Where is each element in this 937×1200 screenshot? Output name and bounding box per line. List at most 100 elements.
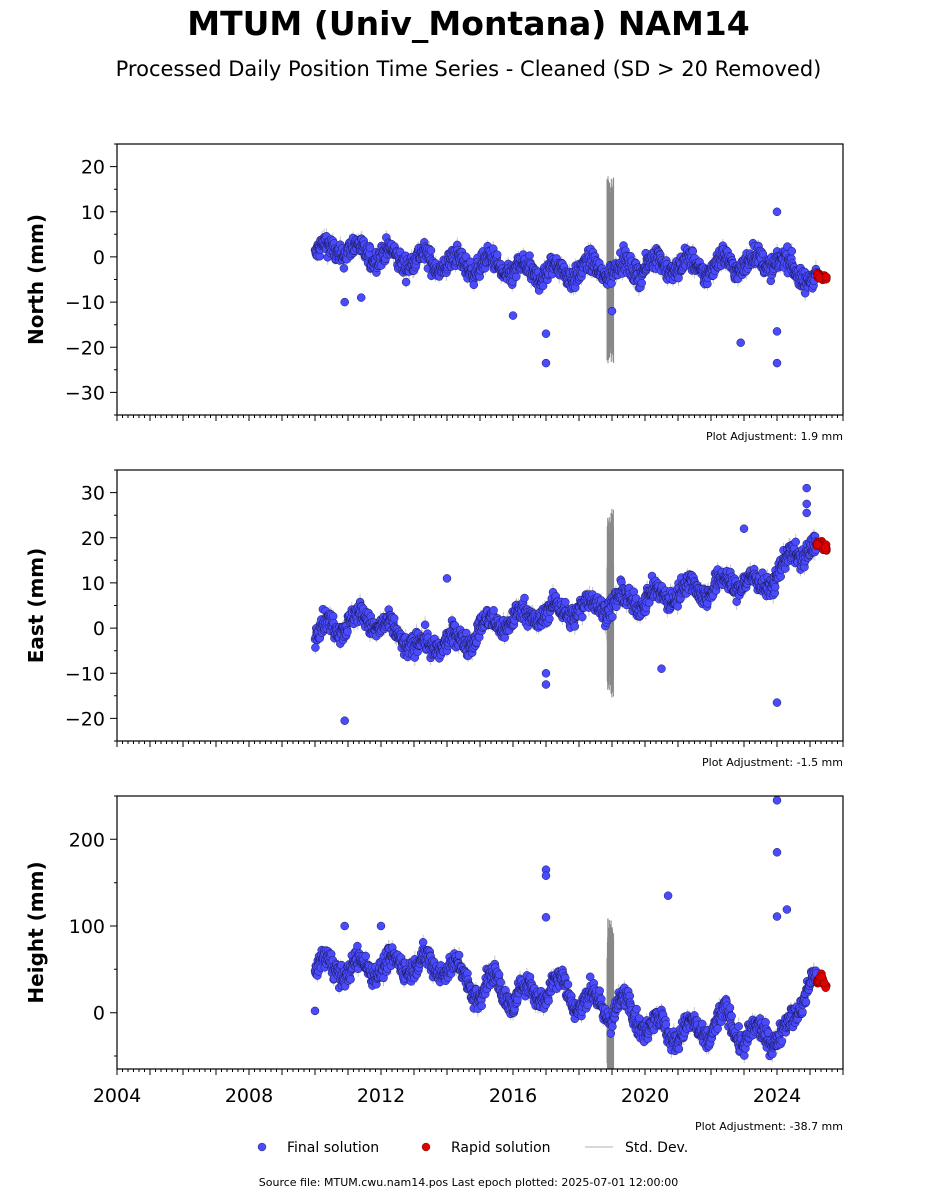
final-solution-point	[740, 1051, 749, 1060]
outlier-point	[739, 524, 749, 533]
final-solution-point	[787, 246, 797, 256]
x-axis-ticks	[116, 415, 844, 421]
final-solution-point	[673, 602, 682, 611]
final-solution-point	[632, 1004, 641, 1014]
x-axis-ticks	[116, 1069, 844, 1075]
data-layer	[310, 176, 831, 368]
legend-label: Rapid solution	[451, 1140, 551, 1156]
final-solution-point	[661, 1020, 671, 1029]
panel-north: 20 10 0 −10 −20 −30 North (mm) Plot Adjustment:…	[24, 143, 844, 443]
y-tick-label: 20	[81, 157, 105, 179]
x-tick-label: 2008	[225, 1085, 273, 1107]
final-solution-point	[585, 972, 595, 982]
final-solution-point	[339, 264, 349, 273]
outlier-point	[772, 327, 782, 336]
final-solution-point	[544, 996, 553, 1006]
outlier-point	[508, 311, 518, 320]
outlier-point	[772, 698, 782, 707]
outlier-point	[541, 871, 551, 880]
plot-frame	[116, 469, 844, 742]
y-axis-ticks	[110, 795, 117, 1057]
y-axis-ticks	[110, 143, 117, 416]
outlier-point	[802, 499, 811, 509]
outlier-point	[782, 905, 792, 914]
outlier-point	[340, 716, 349, 725]
y-tick-label: 100	[69, 916, 105, 938]
data-layer	[310, 483, 831, 725]
final-solution-point	[492, 250, 502, 259]
plot-adjustment: Plot Adjustment: -38.7 mm	[695, 1120, 843, 1133]
panel-height: 200 100 0 2004 2008 2012 2016 2020 2024 Height (m…	[24, 795, 844, 1133]
final-solution-point	[525, 251, 534, 260]
panel-east: 30 20 10 0 −10 −20 East (mm) Plot Adjustment: -…	[24, 469, 844, 769]
x-tick-label: 2020	[621, 1085, 669, 1107]
final-solution-point	[389, 614, 399, 623]
final-solution-point	[725, 1003, 735, 1012]
final-solution-point	[688, 246, 698, 256]
y-axis-label: Height (mm)	[24, 861, 48, 1003]
final-solution-point	[311, 643, 320, 652]
outlier-point	[802, 508, 811, 518]
final-solution-point	[426, 246, 436, 255]
final-solution-point	[420, 620, 430, 630]
final-solution-point	[346, 975, 355, 984]
final-solution-point	[477, 1001, 486, 1011]
final-solution-point	[365, 243, 375, 253]
final-solution-point	[401, 277, 411, 287]
final-solution-point	[561, 597, 570, 607]
final-solution-point	[674, 273, 683, 283]
chart-subtitle: Processed Daily Position Time Series - C…	[115, 57, 822, 81]
plot-adjustment: Plot Adjustment: -1.5 mm	[702, 756, 843, 769]
rapid-solution-point	[813, 540, 822, 549]
outlier-point	[310, 1006, 320, 1016]
rapid-solution-point	[821, 543, 830, 552]
final-solution-point	[734, 1022, 743, 1031]
final-solution-point	[570, 622, 580, 631]
y-tick-label: 0	[93, 247, 105, 269]
outlier-point	[376, 921, 386, 931]
y-tick-label: 30	[81, 483, 105, 505]
outlier-point	[442, 574, 452, 583]
x-tick-label: 2004	[93, 1085, 141, 1107]
y-tick-label: 20	[81, 528, 105, 550]
final-solution-point	[418, 938, 428, 947]
x-tick-label: 2012	[357, 1085, 405, 1107]
outlier-point	[772, 358, 782, 368]
y-tick-label: −20	[65, 708, 105, 730]
outlier-point	[772, 848, 782, 857]
final-solution-point	[674, 1044, 684, 1054]
final-solution-point	[578, 612, 587, 622]
outlier-point	[657, 664, 666, 673]
y-tick-label: 200	[69, 829, 105, 851]
data-layer	[310, 796, 831, 1069]
outlier-point	[356, 293, 366, 302]
y-tick-label: −30	[65, 382, 105, 404]
outlier-point	[772, 912, 782, 921]
outlier-point	[541, 329, 551, 338]
x-tick-label: 2016	[489, 1085, 537, 1107]
final-solution-point	[361, 951, 370, 961]
y-tick-label: 0	[93, 618, 105, 640]
final-solution-point	[777, 1037, 787, 1046]
final-solution-point	[713, 1024, 722, 1033]
outlier-point	[802, 483, 811, 493]
outlier-point	[541, 358, 551, 368]
outlier-point	[541, 680, 551, 689]
outlier-point	[541, 913, 551, 922]
y-tick-label: 10	[81, 202, 105, 224]
outlier-point	[607, 306, 617, 316]
final-solution-point	[494, 970, 504, 979]
source-footer: Source file: MTUM.cwu.nam14.pos Last epo…	[258, 1176, 679, 1189]
legend-label: Final solution	[287, 1140, 379, 1156]
final-solution-point	[520, 593, 529, 603]
legend-label: Std. Dev.	[625, 1140, 688, 1156]
x-tick-label: 2024	[753, 1085, 801, 1107]
rapid-solution-point	[821, 272, 831, 282]
y-tick-label: 0	[93, 1003, 105, 1025]
y-tick-label: 10	[81, 573, 105, 595]
y-tick-label: −20	[65, 337, 105, 359]
final-solution-point	[798, 1007, 807, 1017]
final-solution-point	[489, 606, 498, 615]
rapid-solution-point	[817, 972, 826, 981]
